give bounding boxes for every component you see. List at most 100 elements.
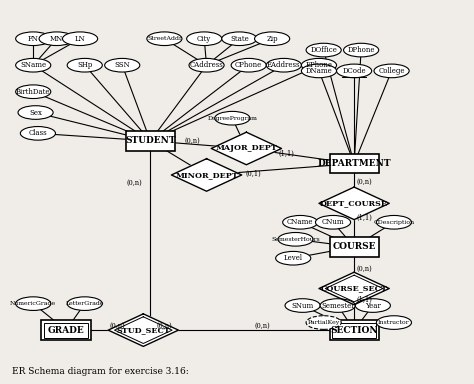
Text: COURSE_SECT: COURSE_SECT [320, 285, 388, 293]
Ellipse shape [189, 58, 224, 72]
Text: EAddress: EAddress [267, 61, 301, 69]
Text: LetterGrade: LetterGrade [65, 301, 104, 306]
Text: FN: FN [28, 35, 39, 43]
Text: (1,1): (1,1) [356, 214, 373, 222]
FancyBboxPatch shape [332, 323, 376, 338]
Text: College: College [378, 67, 405, 75]
FancyBboxPatch shape [41, 320, 91, 340]
Text: (0,1): (0,1) [246, 170, 261, 178]
Text: (1,1): (1,1) [278, 149, 294, 157]
Ellipse shape [283, 215, 318, 229]
Text: Zip: Zip [266, 35, 278, 43]
Text: CAddress: CAddress [190, 61, 223, 69]
Text: StreetAddr: StreetAddr [147, 36, 182, 41]
Text: City: City [197, 35, 211, 43]
Ellipse shape [306, 43, 341, 57]
Ellipse shape [16, 297, 51, 310]
Text: SSN: SSN [114, 61, 130, 69]
Text: DCode: DCode [342, 67, 366, 75]
Text: Class: Class [28, 129, 47, 137]
Text: (0,n): (0,n) [255, 321, 271, 329]
Text: GRADE: GRADE [48, 326, 84, 334]
Ellipse shape [285, 299, 320, 312]
Text: COURSE: COURSE [332, 242, 376, 252]
Ellipse shape [301, 64, 337, 78]
Text: (0,n): (0,n) [356, 177, 372, 185]
Ellipse shape [255, 32, 290, 46]
Ellipse shape [16, 58, 51, 72]
Polygon shape [108, 314, 178, 346]
Ellipse shape [266, 58, 301, 72]
FancyBboxPatch shape [126, 131, 175, 151]
Ellipse shape [376, 316, 411, 329]
Ellipse shape [63, 32, 98, 46]
Text: DEPARTMENT: DEPARTMENT [317, 159, 391, 168]
Text: DName: DName [306, 67, 332, 75]
FancyBboxPatch shape [329, 320, 379, 340]
Ellipse shape [16, 85, 51, 99]
Ellipse shape [147, 32, 182, 46]
Text: CName: CName [287, 218, 313, 226]
Text: STUD_SECT: STUD_SECT [117, 326, 170, 334]
Ellipse shape [344, 43, 379, 57]
Text: Year: Year [365, 301, 381, 310]
Text: SHp: SHp [77, 61, 92, 69]
Text: Semester: Semester [321, 301, 355, 310]
Text: (0,n): (0,n) [156, 321, 172, 329]
Ellipse shape [187, 32, 222, 46]
Text: SName: SName [20, 61, 46, 69]
Text: (0,n): (0,n) [356, 265, 372, 272]
Polygon shape [319, 187, 389, 220]
Text: EPhone: EPhone [305, 61, 332, 69]
Ellipse shape [278, 232, 313, 246]
Text: MAJOR_DEPT: MAJOR_DEPT [215, 144, 277, 152]
Ellipse shape [215, 111, 250, 125]
Text: Level: Level [284, 254, 303, 262]
Ellipse shape [39, 32, 74, 46]
Ellipse shape [376, 215, 411, 229]
Ellipse shape [356, 299, 391, 312]
Ellipse shape [231, 58, 266, 72]
Ellipse shape [67, 58, 102, 72]
Ellipse shape [18, 106, 53, 119]
Ellipse shape [301, 58, 337, 72]
Ellipse shape [306, 316, 341, 329]
Ellipse shape [222, 32, 257, 46]
Text: Instructor: Instructor [378, 320, 410, 325]
Polygon shape [211, 132, 282, 165]
Ellipse shape [67, 297, 102, 310]
FancyBboxPatch shape [329, 154, 379, 174]
Text: SNum: SNum [292, 301, 314, 310]
Text: State: State [230, 35, 249, 43]
Text: ER Schema diagram for exercise 3.16:: ER Schema diagram for exercise 3.16: [12, 367, 189, 376]
Text: MINOR_DEPT: MINOR_DEPT [175, 171, 238, 179]
Text: DegreeProgram: DegreeProgram [208, 116, 257, 121]
Text: SECTION: SECTION [330, 326, 378, 334]
Text: DPhone: DPhone [347, 46, 375, 54]
Text: DOffice: DOffice [310, 46, 337, 54]
FancyBboxPatch shape [44, 323, 88, 338]
Ellipse shape [337, 64, 372, 78]
Text: MN: MN [50, 35, 63, 43]
Ellipse shape [16, 32, 51, 46]
Text: CNum: CNum [322, 218, 344, 226]
Ellipse shape [20, 127, 55, 140]
Text: (0,n): (0,n) [126, 179, 142, 187]
Polygon shape [319, 272, 389, 305]
FancyBboxPatch shape [329, 237, 379, 257]
Text: CPhone: CPhone [235, 61, 262, 69]
Text: STUDENT: STUDENT [125, 136, 176, 146]
Text: DEPT_COURSE: DEPT_COURSE [320, 199, 388, 207]
Text: (0,n): (0,n) [109, 321, 126, 329]
Text: LN: LN [75, 35, 85, 43]
Ellipse shape [276, 252, 311, 265]
Polygon shape [172, 159, 242, 191]
Text: CDescription: CDescription [374, 220, 414, 225]
Text: (0,n): (0,n) [184, 137, 201, 145]
Text: Sex: Sex [29, 109, 42, 116]
Text: BirthDate: BirthDate [16, 88, 50, 96]
Text: (1,1): (1,1) [356, 296, 373, 304]
Ellipse shape [316, 215, 351, 229]
Ellipse shape [374, 64, 409, 78]
Text: NumericGrade: NumericGrade [10, 301, 56, 306]
